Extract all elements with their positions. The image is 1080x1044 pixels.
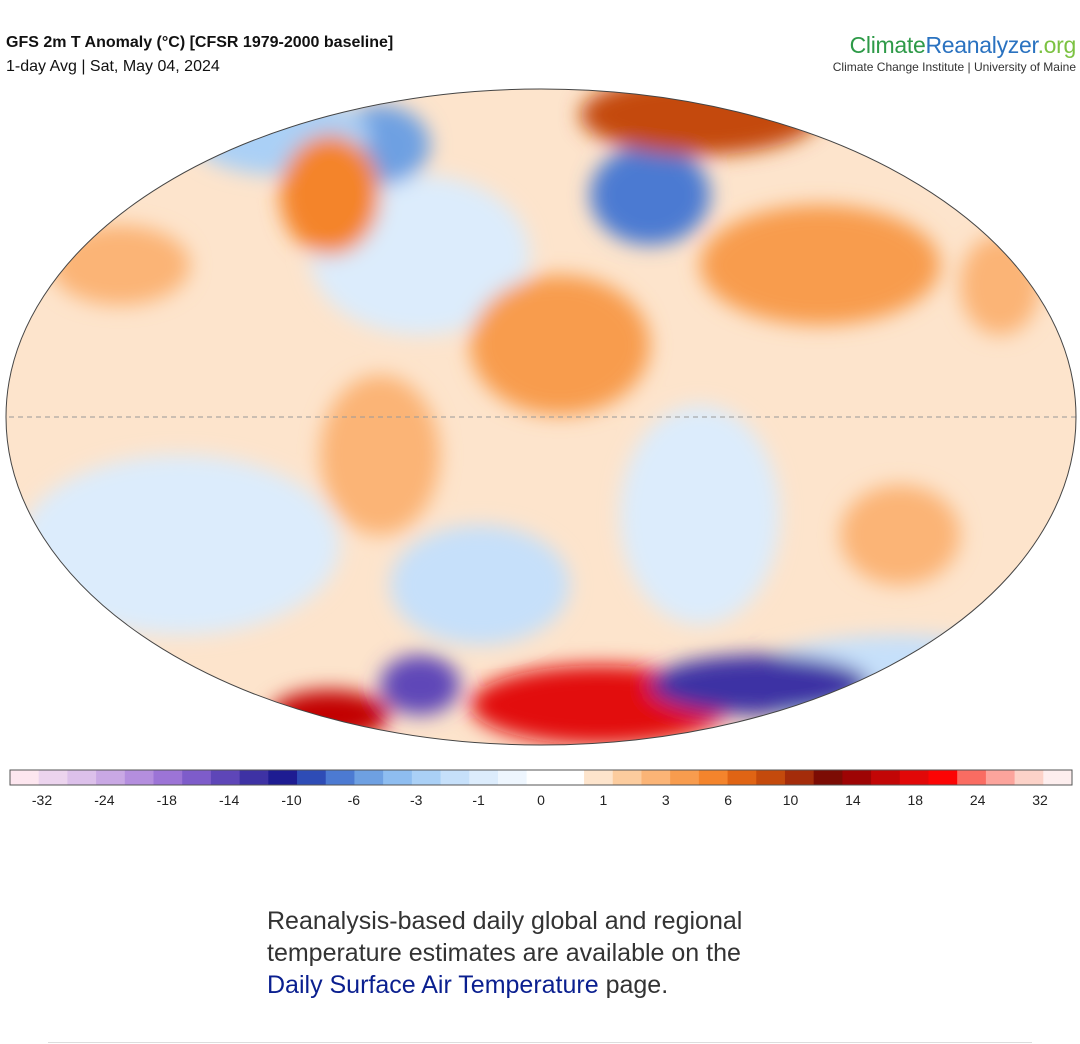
colorbar-swatch: [698, 770, 729, 785]
map-field: [6, 89, 1076, 745]
divider: [48, 1042, 1032, 1043]
colorbar-swatch: [813, 770, 843, 785]
colorbar-label: 1: [599, 792, 607, 808]
colorbar-swatch: [1014, 770, 1044, 785]
colorbar-swatch: [182, 770, 212, 785]
colorbar-label: -6: [348, 792, 361, 808]
colorbar-swatch: [354, 770, 384, 785]
colorbar-swatch: [268, 770, 298, 785]
colorbar-label: -3: [410, 792, 423, 808]
description-text: page.: [598, 971, 669, 999]
colorbar-swatch: [612, 770, 642, 785]
logo-text: Climate: [849, 32, 926, 58]
link[interactable]: Daily Surface Air Temperature: [267, 971, 599, 999]
colorbar-label: 10: [783, 792, 799, 808]
colorbar-swatch: [871, 770, 901, 785]
colorbar-label: 0: [537, 792, 545, 808]
logo-tagline: Climate Change Institute | University of…: [832, 60, 1076, 74]
colorbar-swatch: [411, 770, 442, 785]
colorbar-label: 18: [907, 792, 923, 808]
colorbar-swatch: [727, 770, 757, 785]
colorbar-label: 24: [970, 792, 986, 808]
colorbar-swatch: [38, 770, 68, 785]
colorbar: -32 -24 -18 -14 -10 -6 -3 -1 0 1 3 6 10 14 18 24 32: [9, 769, 1073, 808]
colorbar-swatch: [383, 770, 413, 785]
map-title: GFS 2m T Anomaly (°C) [CFSR 1979-2000 ba…: [6, 34, 394, 51]
colorbar-label: -1: [472, 792, 485, 808]
colorbar-label: -10: [281, 792, 301, 808]
colorbar-swatch: [10, 770, 40, 785]
colorbar-label: -32: [32, 792, 52, 808]
colorbar-swatch: [297, 770, 327, 785]
colorbar-swatch: [440, 770, 470, 785]
logo-text: .org: [1037, 32, 1077, 58]
description-text: Reanalysis-based daily global and region…: [267, 907, 743, 967]
colorbar-label: -14: [219, 792, 239, 808]
colorbar-swatch: [842, 770, 872, 785]
colorbar-label: 3: [662, 792, 670, 808]
colorbar-swatch: [497, 770, 528, 785]
map-subtitle: 1-day Avg | Sat, May 04, 2024: [6, 58, 220, 75]
logo[interactable]: ClimateReanalyzer.org Climate Change Ins…: [832, 32, 1077, 74]
colorbar-swatch: [756, 770, 786, 785]
colorbar-swatch: [899, 770, 929, 785]
colorbar-swatch: [957, 770, 987, 785]
colorbar-label: 32: [1032, 792, 1048, 808]
logo-text: Reanalyzer: [925, 32, 1038, 58]
description: Reanalysis-based daily global and region…: [267, 905, 797, 1001]
colorbar-swatch: [641, 770, 671, 785]
colorbar-border: [9, 769, 1073, 786]
colorbar-swatch: [584, 770, 614, 785]
colorbar-swatch: [555, 770, 585, 785]
colorbar-label: 14: [845, 792, 861, 808]
colorbar-swatch: [325, 770, 355, 785]
colorbar-swatch: [1043, 770, 1073, 785]
colorbar-swatch: [239, 770, 269, 785]
colorbar-swatch: [67, 770, 97, 785]
colorbar-swatch: [784, 770, 815, 785]
colorbar-label: -18: [157, 792, 177, 808]
colorbar-swatch: [469, 770, 499, 785]
colorbar-swatch: [985, 770, 1016, 785]
colorbar-swatch: [124, 770, 155, 785]
colorbar-swatch: [526, 770, 556, 785]
map-outline: [5, 88, 1077, 746]
colorbar-swatch: [928, 770, 958, 785]
colorbar-swatch: [670, 770, 700, 785]
colorbar-swatch: [210, 770, 241, 785]
colorbar-swatch: [96, 770, 126, 785]
colorbar-label: 6: [724, 792, 732, 808]
colorbar-label: -24: [94, 792, 114, 808]
colorbar-swatch: [153, 770, 183, 785]
anomaly-map: [5, 88, 1077, 746]
